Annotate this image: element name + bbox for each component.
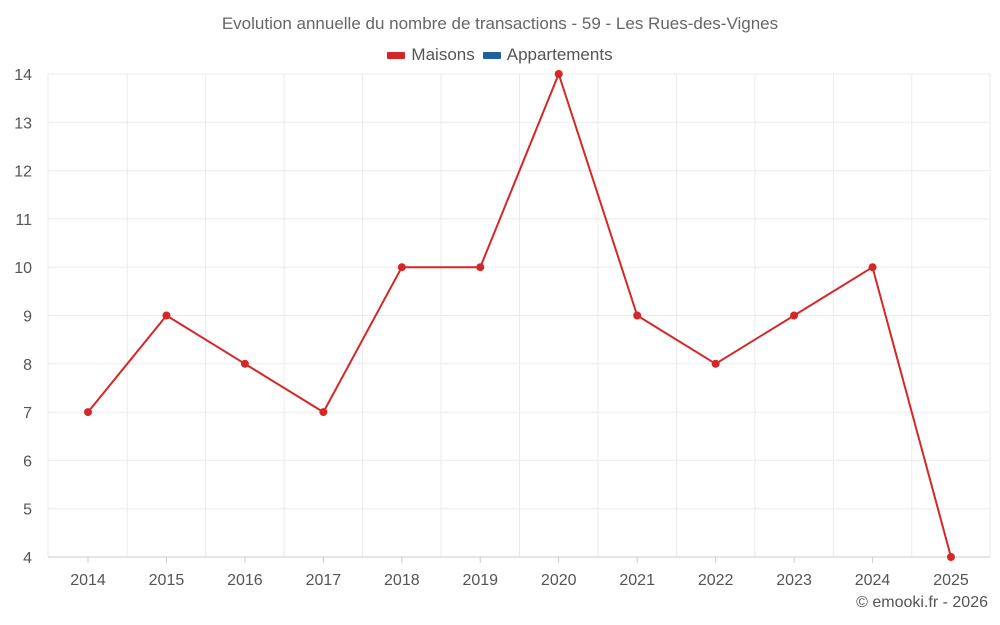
legend-item-maisons[interactable]: Maisons — [387, 45, 475, 65]
data-point — [84, 408, 92, 417]
y-tick-label: 10 — [14, 260, 32, 277]
x-tick-label: 2019 — [462, 572, 498, 589]
data-point — [476, 263, 485, 272]
x-tick-label: 2024 — [855, 572, 891, 589]
legend-swatch-maisons — [387, 51, 406, 59]
data-point — [868, 263, 877, 272]
data-point — [397, 263, 406, 272]
y-tick-label: 9 — [23, 309, 32, 326]
x-tick-label: 2021 — [619, 572, 655, 589]
legend-swatch-appartements — [482, 51, 501, 59]
y-tick-label: 6 — [23, 453, 32, 470]
x-tick-label: 2023 — [776, 572, 812, 589]
x-tick-label: 2022 — [698, 572, 734, 589]
y-tick-label: 13 — [14, 115, 32, 132]
legend-label-appartements: Appartements — [506, 45, 613, 64]
data-point — [319, 408, 328, 417]
data-point — [554, 70, 563, 78]
y-tick-label: 11 — [15, 212, 32, 229]
x-tick-label: 2025 — [933, 572, 969, 589]
data-point — [947, 553, 955, 561]
data-point — [162, 311, 171, 320]
data-point — [790, 311, 799, 320]
legend-label-maisons: Maisons — [411, 45, 475, 64]
series-line-maisons — [87, 73, 952, 558]
credit-text: © emooki.fr - 2026 — [856, 594, 988, 611]
y-tick-label: 5 — [23, 502, 32, 519]
x-tick-label: 2017 — [306, 572, 342, 589]
x-tick-label: 2016 — [227, 572, 263, 589]
y-tick-label: 4 — [23, 550, 32, 567]
y-tick-label: 8 — [23, 357, 32, 374]
y-tick-label: 7 — [23, 405, 32, 422]
data-point — [240, 359, 249, 368]
legend: Maisons Appartements — [0, 45, 1000, 65]
x-tick-label: 2020 — [541, 572, 577, 589]
x-tick-label: 2015 — [149, 572, 185, 589]
x-tick-label: 2018 — [384, 572, 420, 589]
x-tick-label: 2014 — [70, 572, 106, 589]
y-tick-label: 12 — [14, 164, 32, 181]
data-point — [633, 311, 642, 320]
data-point — [711, 359, 720, 368]
chart-title: Evolution annuelle du nombre de transact… — [221, 14, 779, 33]
y-tick-label: 14 — [14, 67, 32, 84]
legend-item-appartements[interactable]: Appartements — [482, 45, 613, 65]
